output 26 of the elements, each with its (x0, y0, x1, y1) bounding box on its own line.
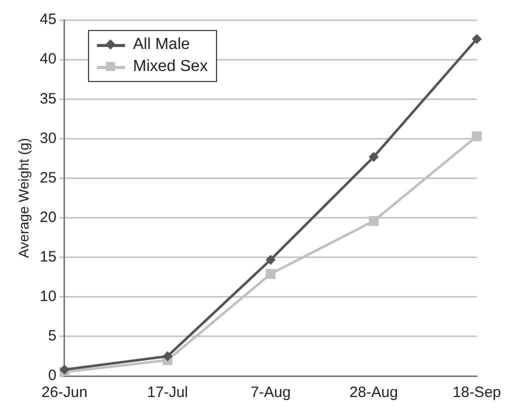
y-tick-label: 10 (40, 288, 56, 306)
y-tick-label: 40 (40, 50, 56, 68)
point (59, 364, 70, 375)
y-tick-label: 25 (40, 169, 56, 186)
point (368, 152, 379, 162)
point (472, 131, 482, 142)
y-axis-title: Average Weight (g) (15, 138, 32, 258)
point (266, 268, 276, 279)
x-tick-label: 17-Jul (147, 384, 188, 402)
legend-label: Mixed Sex (133, 58, 208, 76)
y-tick-label: 0 (48, 367, 56, 384)
x-tick-label: 18-Sep (452, 384, 502, 402)
point (368, 216, 379, 226)
x-tick-label: 26-Jun (42, 384, 88, 402)
y-tick-label: 5 (48, 328, 56, 345)
point (162, 351, 173, 362)
legend-label: All Male (133, 36, 190, 54)
y-tick-label: 35 (40, 90, 56, 108)
y-tick-label: 20 (40, 208, 56, 226)
y-tick-label: 30 (40, 130, 56, 147)
point (472, 34, 482, 44)
point (266, 254, 276, 265)
x-tick-label: 7-Aug (250, 384, 291, 402)
x-tick-label: 28-Aug (350, 384, 398, 402)
y-tick-label: 15 (40, 248, 56, 266)
y-tick-label: 45 (40, 11, 56, 28)
